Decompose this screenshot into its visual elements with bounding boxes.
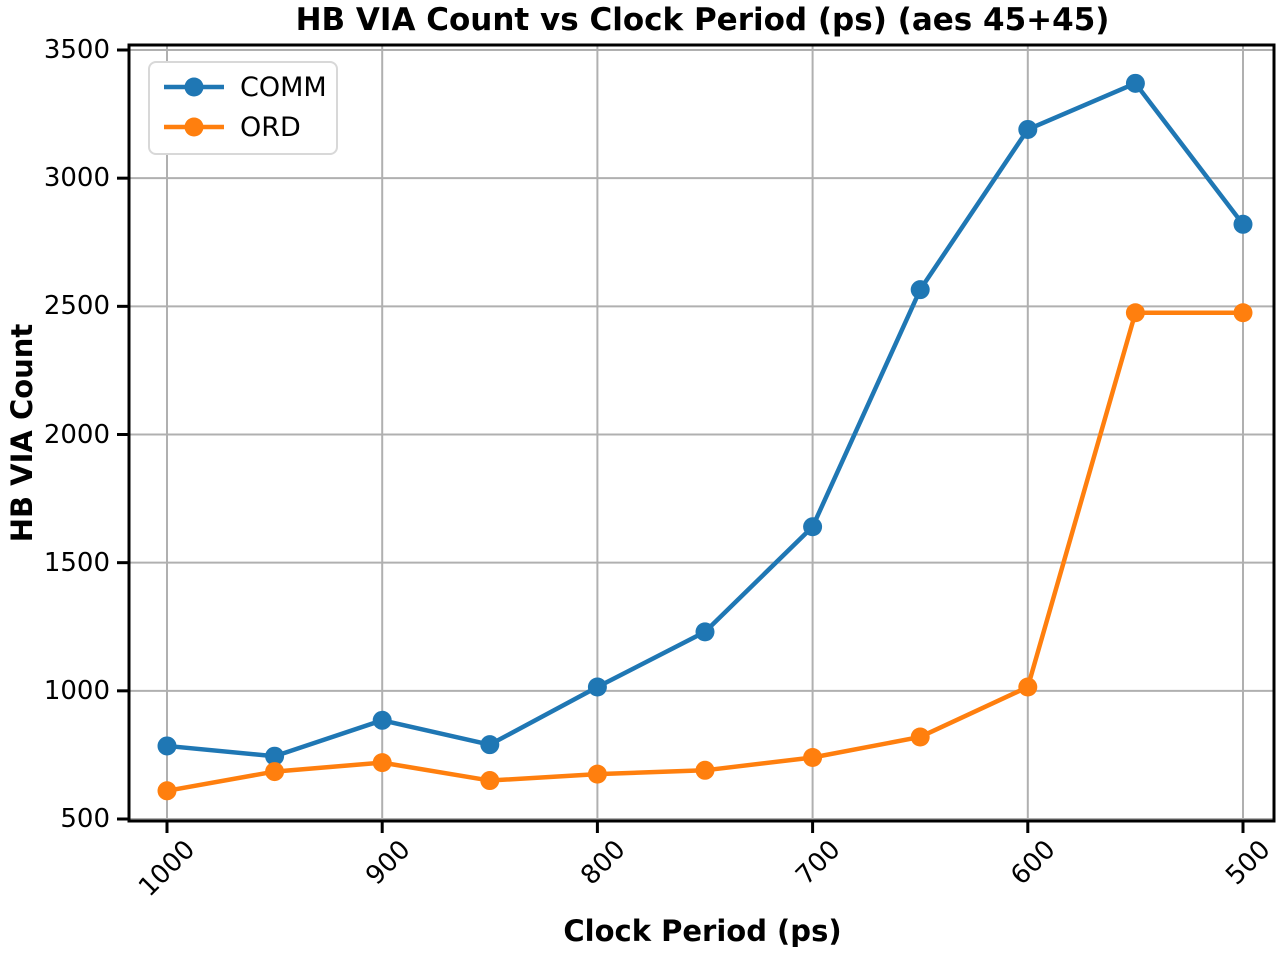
data-point-comm — [1018, 119, 1038, 139]
legend: COMM ORD — [148, 61, 338, 155]
data-point-comm — [910, 280, 930, 300]
data-point-ord — [910, 727, 930, 747]
data-point-comm — [803, 517, 823, 537]
legend-label: ORD — [240, 111, 301, 143]
data-point-ord — [157, 781, 177, 801]
y-tick-label: 1000 — [43, 675, 110, 706]
y-tick-label: 3000 — [43, 163, 110, 194]
legend-item-comm: COMM — [150, 67, 336, 107]
data-point-comm — [1233, 214, 1253, 234]
data-point-ord — [803, 747, 823, 767]
chart-title: HB VIA Count vs Clock Period (ps) (aes 4… — [295, 2, 1110, 38]
legend-item-ord: ORD — [150, 107, 336, 147]
data-point-ord — [587, 764, 607, 784]
y-tick-label: 2500 — [43, 291, 110, 322]
y-tick-label: 1500 — [43, 547, 110, 578]
data-point-comm — [265, 746, 285, 766]
data-point-comm — [480, 735, 500, 755]
data-point-ord — [1233, 303, 1253, 323]
y-tick-label: 500 — [60, 804, 110, 834]
data-point-ord — [265, 762, 285, 782]
data-point-ord — [695, 760, 715, 780]
data-point-ord — [1018, 677, 1038, 697]
series-line-comm — [166, 81, 1245, 759]
legend-line-marker-icon — [164, 77, 224, 97]
data-point-ord — [372, 753, 392, 773]
y-tick-label: 3500 — [43, 35, 110, 65]
data-point-ord — [480, 771, 500, 791]
data-point-comm — [695, 622, 715, 642]
data-point-comm — [587, 677, 607, 697]
data-point-comm — [372, 710, 392, 730]
y-tick-label: 2000 — [43, 419, 110, 450]
data-point-ord — [1125, 303, 1145, 323]
data-point-comm — [1125, 73, 1145, 93]
series-line-ord — [166, 310, 1243, 794]
x-axis-label: Clock Period (ps) — [563, 914, 842, 948]
data-point-comm — [157, 736, 177, 756]
legend-label: COMM — [240, 71, 327, 103]
legend-line-marker-icon — [164, 117, 224, 137]
